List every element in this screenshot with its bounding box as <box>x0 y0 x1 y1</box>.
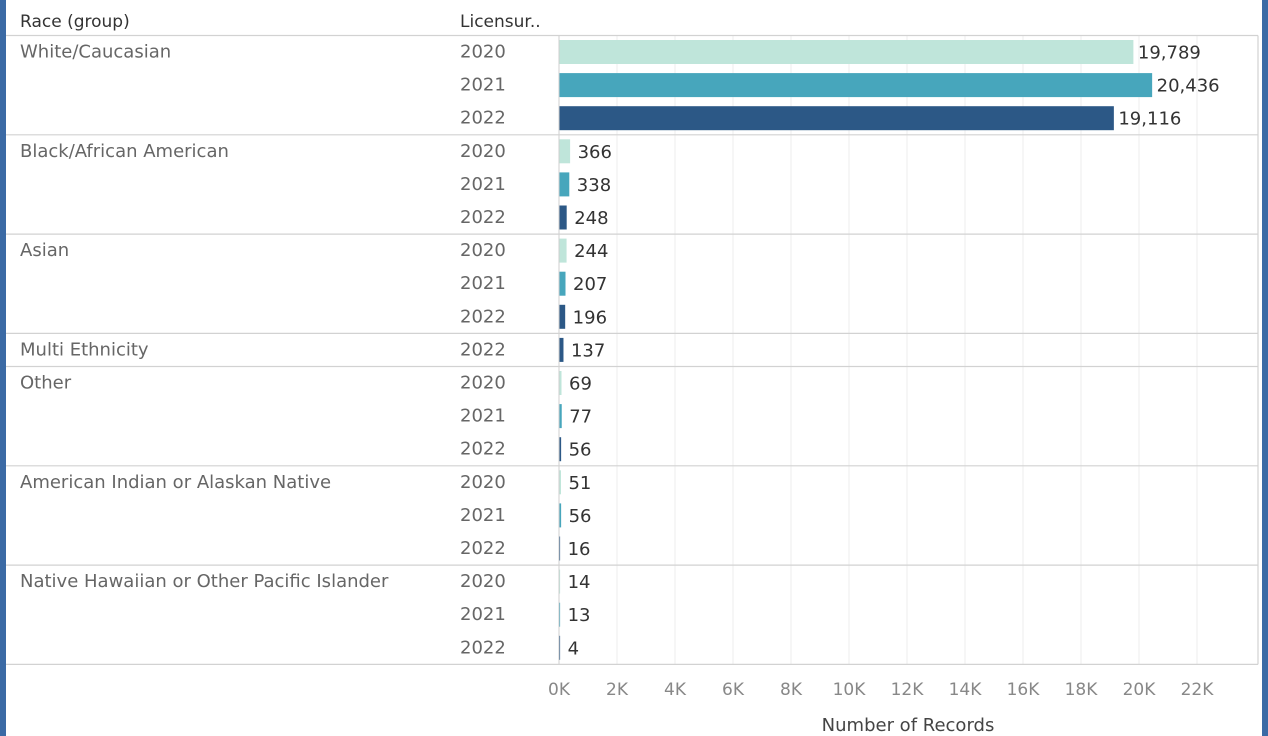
year-label: 2020 <box>460 373 506 394</box>
data-label: 77 <box>569 407 592 428</box>
bar[interactable] <box>559 304 566 329</box>
bar[interactable] <box>559 139 571 164</box>
bar[interactable] <box>559 635 561 660</box>
x-tick-label: 18K <box>1065 680 1099 700</box>
year-label: 2020 <box>460 571 506 592</box>
category-label[interactable]: Native Hawaiian or Other Pacific Islande… <box>20 571 389 592</box>
bar[interactable] <box>559 404 562 429</box>
bar[interactable] <box>559 371 562 395</box>
category-label[interactable]: Asian <box>20 240 69 261</box>
bar[interactable] <box>559 172 570 197</box>
x-tick-label: 12K <box>891 680 925 700</box>
year-label: 2021 <box>460 174 506 195</box>
bar[interactable] <box>559 569 561 594</box>
data-label: 16 <box>568 539 591 560</box>
year-label: 2022 <box>460 439 506 460</box>
x-tick-label: 20K <box>1123 680 1157 700</box>
year-label: 2021 <box>460 505 506 526</box>
data-label: 366 <box>578 142 612 163</box>
data-label: 137 <box>571 340 605 361</box>
category-label[interactable]: Other <box>20 373 72 394</box>
year-column-header[interactable]: Licensur.. <box>460 12 541 32</box>
data-label: 56 <box>569 506 592 527</box>
data-label: 14 <box>568 572 591 593</box>
year-label: 2022 <box>460 339 506 360</box>
data-label: 4 <box>568 638 579 659</box>
category-label[interactable]: Multi Ethnicity <box>20 339 149 360</box>
gridlines <box>558 35 1198 665</box>
bar[interactable] <box>559 536 561 561</box>
bar[interactable] <box>559 503 562 528</box>
data-label: 69 <box>569 374 592 395</box>
bar[interactable] <box>559 106 1114 131</box>
category-label[interactable]: American Indian or Alaskan Native <box>20 472 331 493</box>
bar[interactable] <box>559 337 564 362</box>
bar-chart: Race (group) Licensur.. White/Caucasian 2… <box>6 12 1259 736</box>
data-label: 338 <box>577 175 611 196</box>
bar[interactable] <box>559 437 562 462</box>
x-tick-label: 6K <box>722 680 745 700</box>
year-label: 2021 <box>460 273 506 294</box>
data-label: 19,789 <box>1138 43 1201 64</box>
x-tick-label: 0K <box>548 680 571 700</box>
bar[interactable] <box>559 40 1134 64</box>
x-tick-label: 14K <box>949 680 983 700</box>
chart-frame: Race (group) Licensur.. White/Caucasian 2… <box>6 0 1262 736</box>
bar[interactable] <box>559 205 567 230</box>
year-label: 2022 <box>460 538 506 559</box>
year-label: 2021 <box>460 604 506 625</box>
year-label: 2022 <box>460 637 506 658</box>
bar[interactable] <box>559 271 566 296</box>
rows: White/Caucasian 2020 19,789 2021 20,436 2022 1… <box>20 40 1220 660</box>
year-label: 2020 <box>460 472 506 493</box>
data-label: 20,436 <box>1157 76 1220 97</box>
category-label[interactable]: White/Caucasian <box>20 42 171 63</box>
x-tick-label: 4K <box>664 680 687 700</box>
year-label: 2022 <box>460 306 506 327</box>
group-column-header[interactable]: Race (group) <box>20 12 130 32</box>
x-tick-label: 16K <box>1007 680 1041 700</box>
data-label: 248 <box>574 208 608 229</box>
x-tick-label: 10K <box>833 680 867 700</box>
data-label: 207 <box>573 274 607 295</box>
bar[interactable] <box>559 238 567 263</box>
group-separators <box>6 34 1259 666</box>
data-label: 13 <box>568 605 591 626</box>
x-tick-label: 8K <box>780 680 803 700</box>
bar[interactable] <box>559 470 561 495</box>
year-label: 2021 <box>460 75 506 96</box>
year-label: 2020 <box>460 240 506 261</box>
bar[interactable] <box>559 602 561 627</box>
data-label: 244 <box>574 241 608 262</box>
data-label: 56 <box>569 440 592 461</box>
year-label: 2020 <box>460 42 506 63</box>
bar[interactable] <box>559 73 1153 98</box>
x-tick-label: 22K <box>1181 680 1215 700</box>
x-tick-label: 2K <box>606 680 629 700</box>
x-axis: 0K 2K 4K 6K 8K 10K 12K 14K 16K 18K 20K 22K <box>548 680 1214 700</box>
year-label: 2022 <box>460 108 506 129</box>
x-axis-title: Number of Records <box>822 715 995 736</box>
data-label: 196 <box>573 307 607 328</box>
category-label[interactable]: Black/African American <box>20 141 229 162</box>
data-label: 51 <box>568 473 591 494</box>
year-label: 2021 <box>460 406 506 427</box>
year-label: 2020 <box>460 141 506 162</box>
year-label: 2022 <box>460 207 506 228</box>
data-label: 19,116 <box>1118 109 1181 130</box>
